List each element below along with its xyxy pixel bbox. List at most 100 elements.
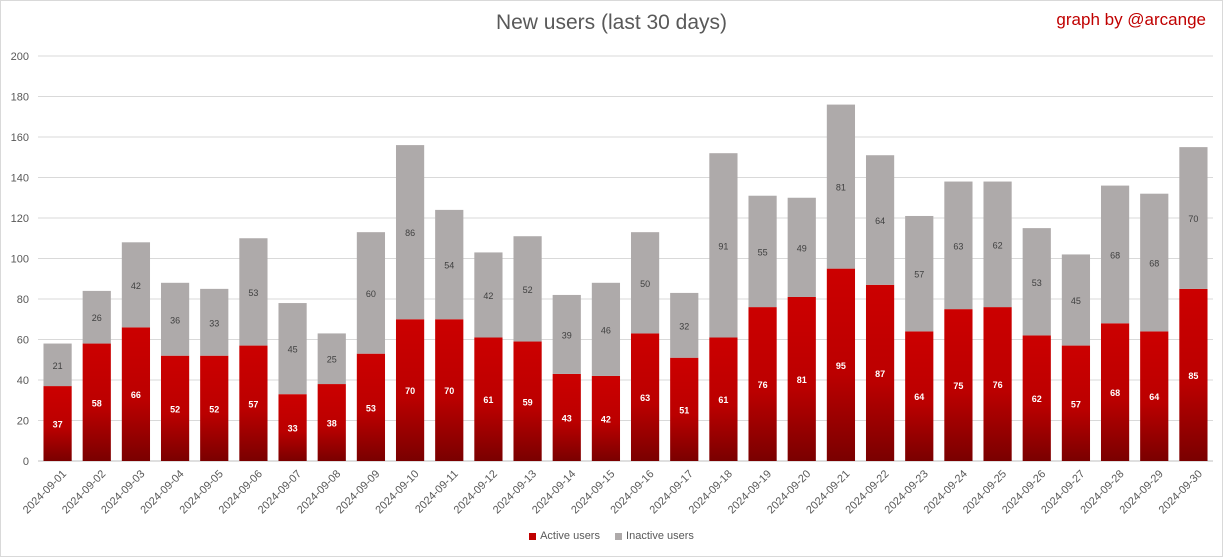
data-label-active: 58 — [92, 398, 102, 408]
data-label-active: 52 — [209, 404, 219, 414]
data-label-inactive: 63 — [953, 241, 963, 251]
bar-active — [944, 309, 973, 461]
data-label-inactive: 49 — [797, 243, 807, 253]
data-label-inactive: 39 — [562, 330, 572, 340]
data-label-inactive: 86 — [405, 228, 415, 238]
bar-inactive — [709, 153, 738, 338]
data-label-inactive: 70 — [1188, 214, 1198, 224]
data-label-inactive: 91 — [718, 241, 728, 251]
bar-inactive — [474, 252, 503, 338]
y-tick-label: 200 — [11, 51, 29, 63]
bar-inactive — [356, 232, 386, 354]
data-label-active: 59 — [523, 397, 533, 407]
data-label-inactive: 33 — [209, 318, 219, 328]
bar-active — [121, 327, 151, 461]
chart-credit: graph by @arcange — [1056, 10, 1206, 29]
data-label-inactive: 45 — [288, 345, 298, 355]
bar-active — [239, 345, 268, 461]
data-label-active: 70 — [405, 386, 415, 396]
data-label-active: 64 — [1149, 392, 1159, 402]
data-label-inactive: 52 — [523, 285, 533, 295]
bar-active — [200, 355, 229, 461]
bar-active — [1022, 335, 1051, 461]
data-label-active: 61 — [718, 395, 728, 405]
bar-active — [435, 319, 464, 461]
data-label-inactive: 68 — [1149, 259, 1159, 269]
bar-active — [591, 375, 621, 461]
bar-active — [865, 284, 895, 461]
bar-active — [1140, 331, 1169, 461]
data-label-inactive: 81 — [836, 183, 846, 193]
bar-inactive — [82, 290, 111, 344]
bar-inactive — [630, 232, 660, 334]
bar-inactive — [552, 294, 581, 374]
bar-active — [474, 337, 503, 461]
data-label-inactive: 26 — [92, 313, 102, 323]
data-label-active: 76 — [758, 380, 768, 390]
legend-label-active: Active users — [540, 530, 600, 542]
bar-inactive — [591, 282, 621, 376]
bar-active — [709, 337, 738, 461]
bar-active — [43, 386, 72, 461]
bar-inactive — [395, 145, 425, 320]
bar-active — [278, 394, 307, 461]
bar-active — [670, 357, 699, 461]
bar-active — [356, 353, 386, 461]
data-label-inactive: 53 — [1032, 278, 1042, 288]
y-tick-label: 140 — [11, 173, 29, 185]
data-label-active: 42 — [601, 414, 611, 424]
data-label-inactive: 42 — [131, 281, 141, 291]
data-label-inactive: 60 — [366, 289, 376, 299]
bar-inactive — [670, 292, 699, 358]
bar-active — [552, 373, 581, 461]
data-label-active: 57 — [248, 399, 258, 409]
bar-inactive — [43, 343, 72, 387]
bar-active — [983, 307, 1012, 461]
bar-inactive — [160, 282, 190, 356]
bar-inactive — [278, 303, 307, 395]
data-label-active: 70 — [444, 386, 454, 396]
data-label-inactive: 64 — [875, 216, 885, 226]
data-label-active: 33 — [288, 424, 298, 434]
data-label-active: 95 — [836, 361, 846, 371]
bar-active — [1179, 288, 1208, 461]
data-label-inactive: 21 — [53, 361, 63, 371]
data-label-active: 76 — [993, 380, 1003, 390]
bar-active — [905, 331, 934, 461]
data-label-active: 51 — [679, 405, 689, 415]
bar-inactive — [1022, 228, 1051, 336]
bar-active — [1061, 345, 1091, 461]
bar-inactive — [239, 238, 268, 346]
y-tick-label: 180 — [11, 92, 29, 104]
bar-active — [748, 307, 777, 461]
bar-active — [82, 343, 111, 461]
data-label-active: 43 — [562, 413, 572, 423]
legend-label-inactive: Inactive users — [626, 530, 694, 542]
bar-inactive — [435, 209, 464, 320]
bar-inactive — [1179, 147, 1208, 289]
data-label-inactive: 68 — [1110, 250, 1120, 260]
chart-title: New users (last 30 days) — [495, 11, 728, 34]
data-label-active: 63 — [640, 393, 650, 403]
legend-swatch-inactive — [615, 532, 623, 540]
bar-inactive — [944, 181, 973, 310]
data-label-active: 87 — [875, 369, 885, 379]
bar-inactive — [513, 236, 542, 342]
bar-inactive — [1140, 193, 1169, 332]
bar-active — [513, 341, 542, 461]
data-label-active: 81 — [797, 375, 807, 385]
bar-active — [826, 268, 856, 461]
bar-inactive — [1100, 185, 1130, 324]
data-label-inactive: 57 — [914, 270, 924, 280]
data-label-inactive: 53 — [248, 288, 258, 298]
bar-inactive — [826, 104, 856, 269]
data-label-inactive: 54 — [444, 261, 454, 271]
data-label-active: 64 — [914, 392, 924, 402]
data-label-inactive: 46 — [601, 325, 611, 335]
data-label-inactive: 50 — [640, 279, 650, 289]
data-label-active: 75 — [953, 381, 963, 391]
data-label-active: 68 — [1110, 388, 1120, 398]
data-label-active: 62 — [1032, 394, 1042, 404]
